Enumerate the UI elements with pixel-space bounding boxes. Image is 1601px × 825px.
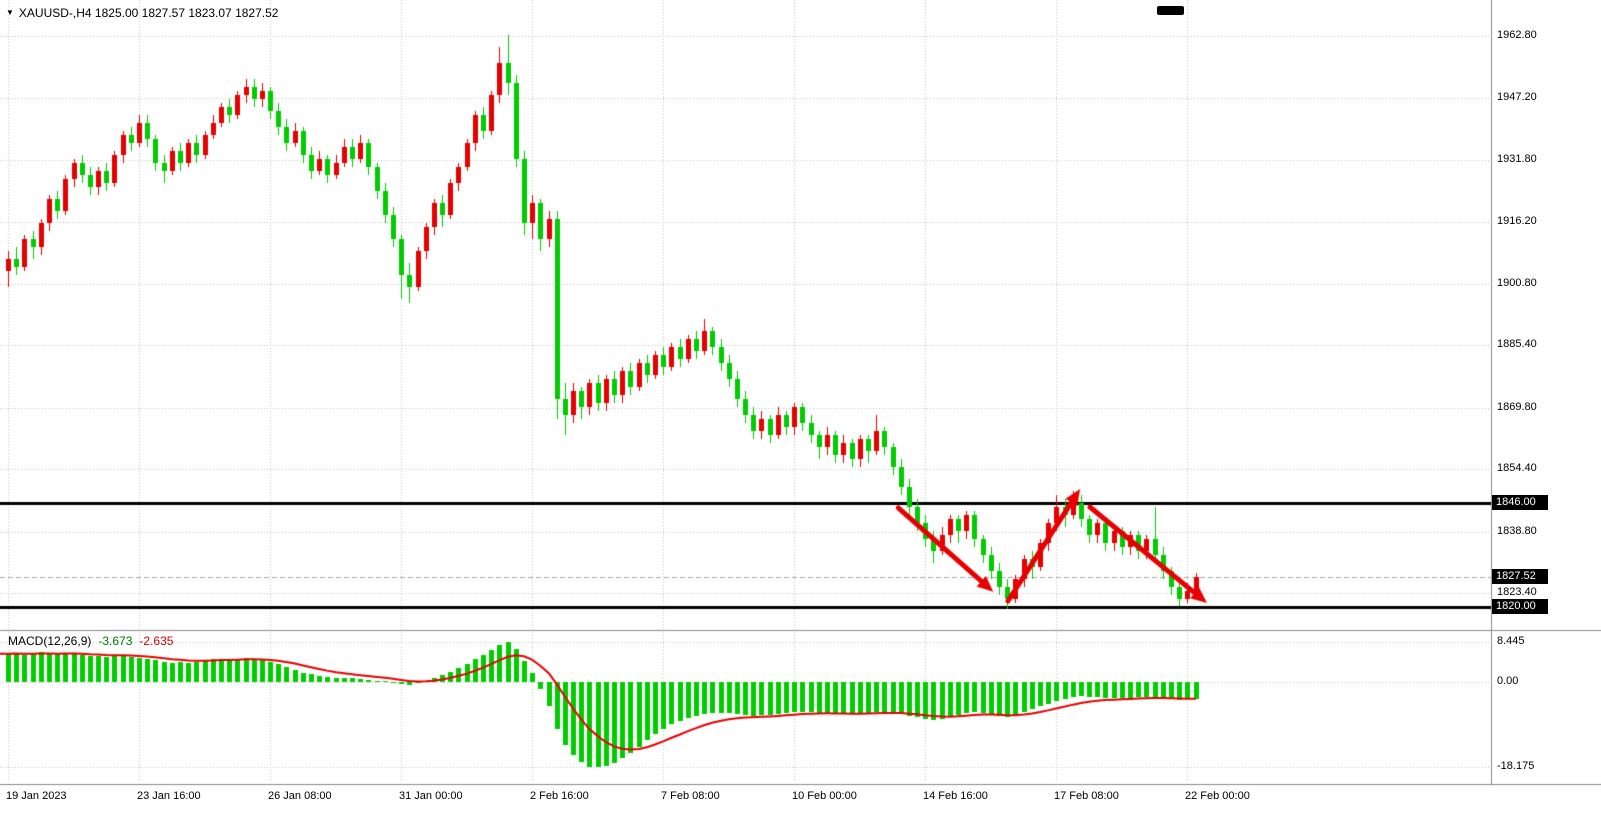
time-axis-label: 23 Jan 16:00 — [137, 790, 201, 802]
top-right-marker — [1157, 6, 1184, 15]
macd-axis-label: 8.445 — [1497, 635, 1525, 647]
chart-title: ▼ XAUUSD-,H4 1825.00 1827.57 1823.07 182… — [6, 6, 278, 20]
time-axis-label: 10 Feb 00:00 — [792, 790, 857, 802]
macd-axis-label: -18.175 — [1497, 760, 1535, 772]
price-axis-label: 1869.80 — [1497, 401, 1537, 413]
time-axis-label: 22 Feb 00:00 — [1185, 790, 1250, 802]
time-axis-label: 14 Feb 16:00 — [923, 790, 988, 802]
time-axis-label: 2 Feb 16:00 — [530, 790, 589, 802]
price-axis-label: 1916.20 — [1497, 215, 1537, 227]
macd-signal-value: -2.635 — [139, 634, 174, 648]
price-axis-label: 1947.20 — [1497, 91, 1537, 103]
macd-name: MACD(12,26,9) — [8, 634, 92, 648]
macd-indicator-label: MACD(12,26,9) -3.673 -2.635 — [8, 634, 180, 648]
time-axis-label: 26 Jan 08:00 — [268, 790, 332, 802]
macd-value: -3.673 — [98, 634, 133, 648]
price-tag-resistance: 1846.00 — [1492, 495, 1548, 510]
chart-title-text: XAUUSD-,H4 1825.00 1827.57 1823.07 1827.… — [18, 6, 279, 20]
macd-axis-label: 0.00 — [1497, 675, 1519, 687]
time-axis-label: 7 Feb 08:00 — [661, 790, 720, 802]
time-axis-label: 31 Jan 00:00 — [399, 790, 463, 802]
price-axis-label: 1854.40 — [1497, 462, 1537, 474]
time-axis-label: 17 Feb 08:00 — [1054, 790, 1119, 802]
chart-menu-triangle-icon[interactable]: ▼ — [6, 8, 14, 17]
price-axis-label: 1885.40 — [1497, 338, 1537, 350]
time-axis-label: 19 Jan 2023 — [6, 790, 67, 802]
price-tag-support: 1820.00 — [1492, 599, 1548, 614]
price-axis-label: 1838.80 — [1497, 525, 1537, 537]
price-axis-label: 1931.80 — [1497, 153, 1537, 165]
price-axis-label: 1900.80 — [1497, 277, 1537, 289]
price-axis-label: 1823.40 — [1497, 586, 1537, 598]
price-axis-label: 1962.80 — [1497, 29, 1537, 41]
price-tag-current: 1827.52 — [1492, 569, 1548, 584]
